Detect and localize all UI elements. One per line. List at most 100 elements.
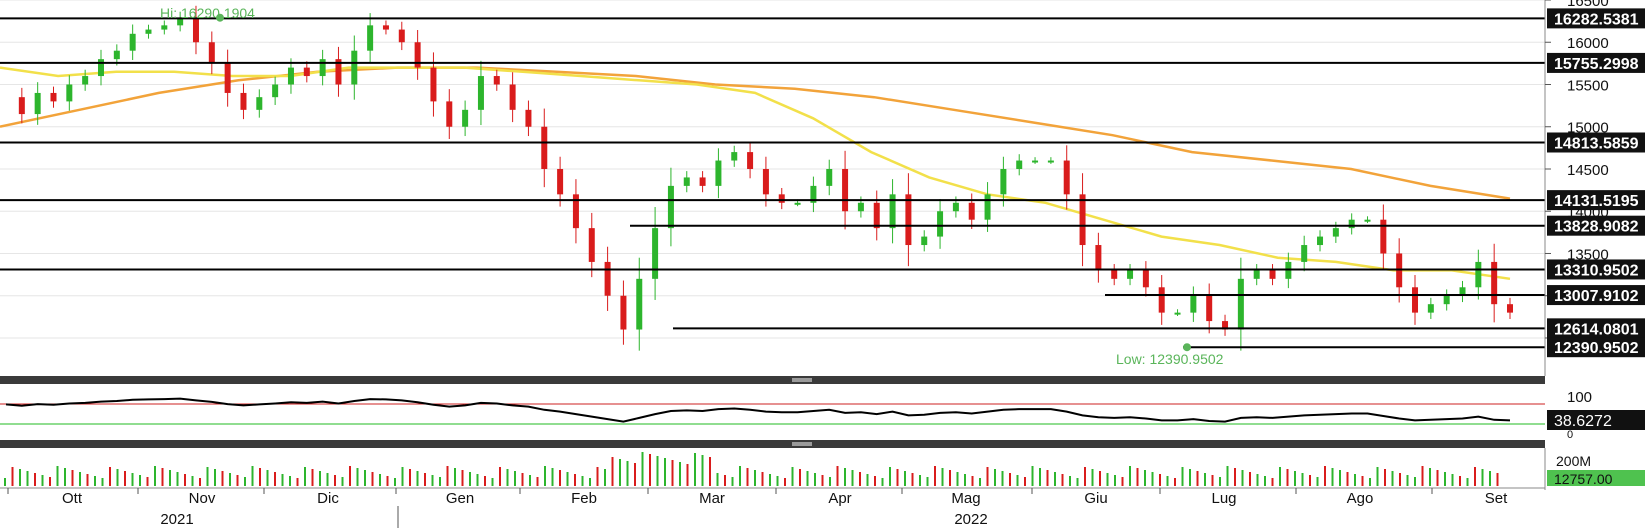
x-tick-label-Mar: Mar	[699, 490, 725, 507]
volume-bar	[169, 470, 171, 486]
candle-body	[1000, 168, 1007, 195]
volume-bar	[499, 467, 501, 486]
volume-bar	[311, 469, 314, 486]
volume-bar	[784, 478, 786, 486]
panel-separator-handle-1[interactable]	[792, 378, 812, 382]
volume-bar	[1339, 470, 1341, 486]
volume-bar	[1091, 469, 1094, 486]
candle-body	[113, 50, 120, 60]
y-tick-label-16000: 16000	[1567, 35, 1609, 52]
volume-bar	[1121, 477, 1124, 486]
volume-bar	[1174, 478, 1176, 486]
volume-bar	[319, 471, 321, 486]
volume-bar	[476, 474, 479, 486]
candle-body	[446, 101, 453, 127]
candle-body	[747, 152, 754, 169]
volume-bar	[41, 475, 44, 486]
volume-bar	[214, 469, 216, 486]
candle-body	[699, 177, 706, 186]
volume-bar	[334, 475, 336, 486]
candle-body	[984, 194, 991, 220]
volume-bar	[1031, 466, 1034, 486]
panel-separator-handle-2[interactable]	[792, 442, 812, 446]
volume-bar	[439, 477, 441, 486]
x-tick-label-Set: Set	[1485, 490, 1508, 507]
candle-body	[1016, 160, 1023, 169]
volume-bar	[829, 477, 831, 486]
volume-bar	[844, 468, 846, 486]
volume-bar	[686, 464, 689, 486]
x-tick-label-Ago: Ago	[1347, 490, 1374, 507]
volume-bar	[454, 468, 456, 486]
candle-body	[161, 25, 168, 30]
candle-body	[873, 202, 880, 229]
volume-bar	[469, 472, 471, 486]
volume-bar	[1376, 467, 1379, 486]
volume-bar	[1279, 467, 1281, 486]
volume-bar	[1159, 474, 1161, 486]
volume-bar	[911, 473, 914, 486]
volume-bar	[1481, 469, 1484, 486]
level-label-bg-6	[1547, 285, 1645, 306]
volume-bar	[461, 470, 464, 486]
volume-bar	[86, 474, 89, 486]
volume-bar	[341, 477, 344, 486]
volume-bar	[679, 462, 681, 486]
volume-bar	[1369, 478, 1371, 486]
candle-body	[952, 202, 959, 212]
candle-body	[287, 67, 294, 85]
volume-bar	[521, 473, 524, 486]
volume-bar	[206, 467, 209, 486]
volume-bar	[836, 466, 839, 486]
volume-bar	[1324, 466, 1326, 486]
volume-bar	[1136, 468, 1139, 486]
candle-body	[572, 194, 579, 229]
volume-bar	[1459, 476, 1461, 486]
volume-bar	[116, 469, 119, 486]
volume-bar	[821, 475, 824, 486]
volume-bar	[904, 471, 906, 486]
candle-body	[1206, 295, 1213, 322]
candle-body	[1237, 278, 1244, 330]
volume-bar	[326, 473, 329, 486]
volume-bar	[581, 476, 584, 486]
y-tick-label-15500: 15500	[1567, 77, 1609, 94]
x-year-label-2022: 2022	[954, 511, 987, 528]
candle-body	[715, 160, 722, 186]
volume-bar	[251, 466, 254, 486]
volume-bar	[371, 472, 374, 486]
volume-bar	[1181, 467, 1184, 486]
volume-bar	[34, 473, 36, 486]
volume-bar	[139, 475, 141, 486]
candle-body	[208, 42, 215, 64]
low-annotation: Low: 12390.9502	[1116, 351, 1224, 367]
volume-bar	[1129, 466, 1131, 486]
volume-bar	[1166, 476, 1169, 486]
level-label-8: 12390.9502	[1554, 340, 1639, 357]
volume-bar	[529, 475, 531, 486]
candle-body	[1111, 270, 1118, 279]
volume-bar	[281, 474, 284, 486]
volume-bar	[1256, 474, 1259, 486]
volume-bar	[559, 470, 561, 486]
candle-body	[667, 185, 674, 229]
volume-bar	[964, 474, 966, 486]
volume-bar	[799, 469, 801, 486]
candle-body	[652, 228, 659, 279]
volume-bar	[1399, 473, 1401, 486]
candle-body	[1317, 236, 1324, 246]
rsi-tick-0: 0	[1567, 429, 1573, 441]
volume-bar	[1151, 472, 1154, 486]
volume-bar	[446, 466, 449, 486]
volume-bar	[491, 478, 494, 486]
x-tick-label-Giu: Giu	[1084, 490, 1107, 507]
volume-bar	[131, 473, 134, 486]
candle-body	[557, 168, 564, 195]
volume-bar	[394, 478, 396, 486]
volume-bar	[1061, 474, 1064, 486]
candle-body	[1158, 287, 1165, 313]
volume-bar	[1421, 466, 1424, 486]
x-axis: Ott Nov Dic Gen Feb Mar Apr Mag Giu Lug Ago Set 2021…	[0, 487, 1545, 528]
level-label-bg-2	[1547, 132, 1645, 153]
